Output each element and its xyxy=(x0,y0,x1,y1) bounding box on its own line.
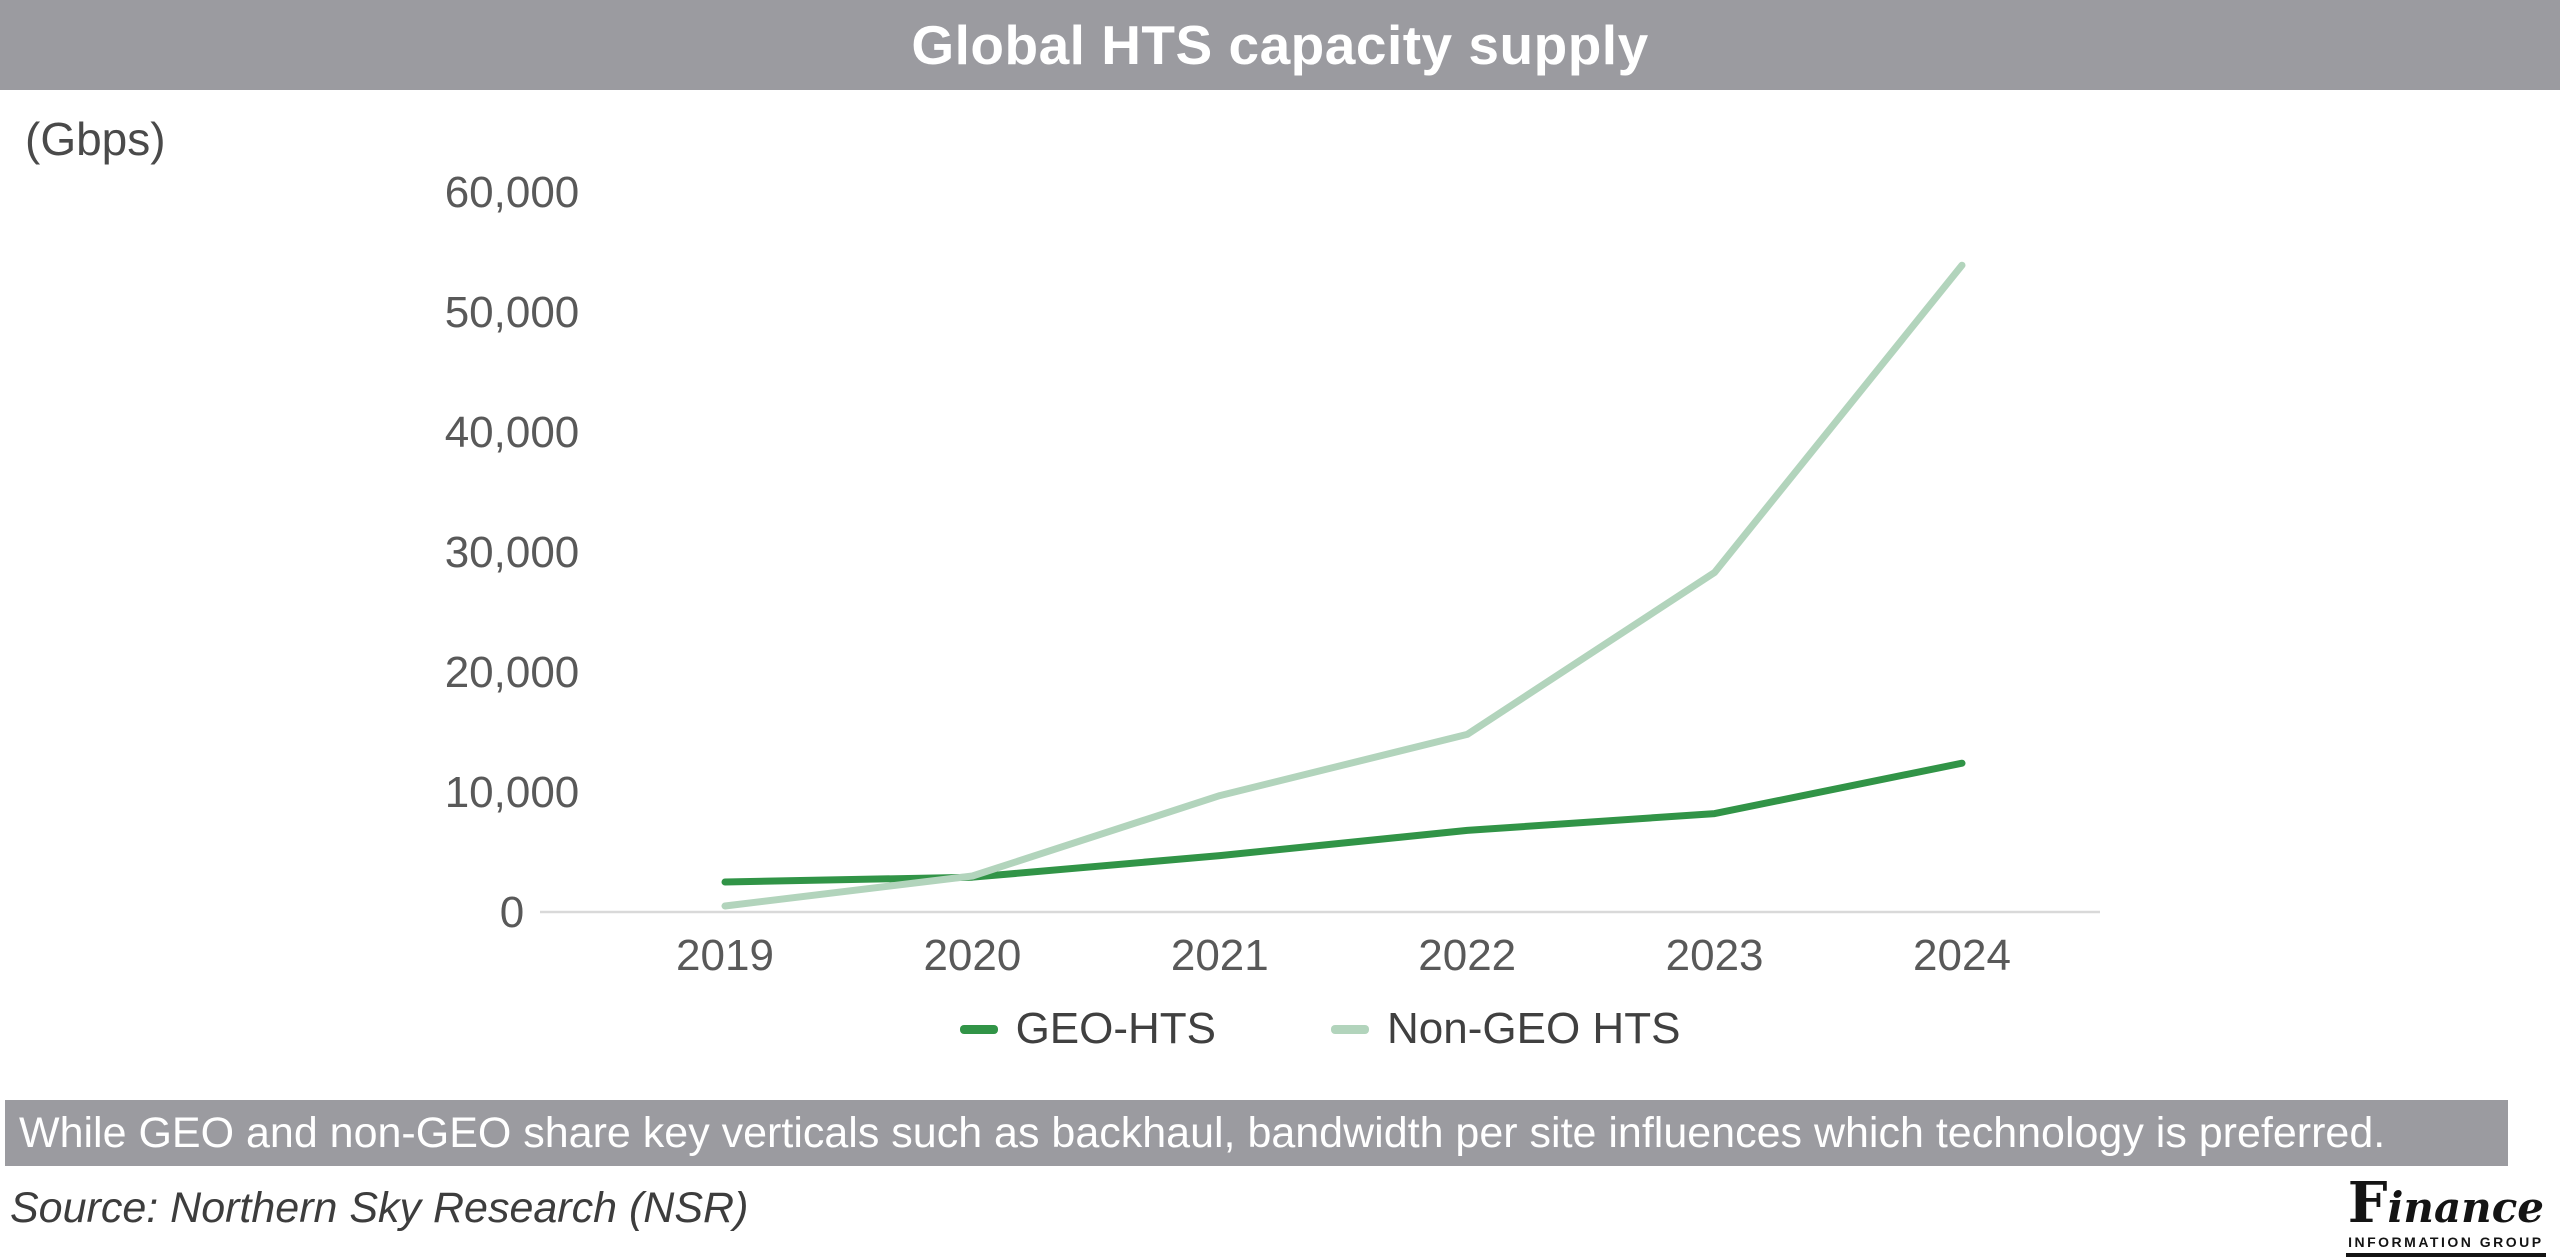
legend-label: Non-GEO HTS xyxy=(1387,1004,1681,1053)
title-bar: Global HTS capacity supply xyxy=(0,0,2560,90)
chart-title: Global HTS capacity supply xyxy=(911,14,1649,76)
finance-information-group-logo: Finance INFORMATION GROUP xyxy=(2345,1170,2546,1257)
x-axis-tick-label: 2023 xyxy=(1666,931,1764,980)
y-axis-tick-label: 0 xyxy=(500,888,524,937)
y-axis-tick-label: 60,000 xyxy=(445,168,580,217)
legend-item-non-geo-hts: Non-GEO HTS xyxy=(1331,1004,1680,1054)
x-axis-tick-label: 2020 xyxy=(923,931,1021,980)
legend-dash-icon xyxy=(959,1024,998,1034)
y-axis-tick-label: 50,000 xyxy=(445,288,580,337)
source-note: Source: Northern Sky Research (NSR) xyxy=(10,1184,749,1232)
geo-hts-line xyxy=(721,759,1966,886)
logo-subtitle: INFORMATION GROUP xyxy=(2348,1233,2544,1250)
legend-label: GEO-HTS xyxy=(1015,1004,1217,1053)
y-axis-tick-label: 30,000 xyxy=(445,528,580,577)
legend-item-geo-hts: GEO-HTS xyxy=(959,1004,1217,1054)
chart-legend: GEO-HTS Non-GEO HTS xyxy=(540,1000,2100,1058)
y-axis-tick-label: 10,000 xyxy=(445,768,580,817)
x-axis-tick-label: 2019 xyxy=(676,931,774,980)
non-geo-hts-line xyxy=(721,261,1966,910)
legend-dash-icon xyxy=(1331,1024,1370,1034)
callout-banner: While GEO and non-GEO share key vertical… xyxy=(5,1100,2508,1166)
x-axis-tick-label: 2022 xyxy=(1418,931,1516,980)
x-axis-tick-label: 2021 xyxy=(1171,931,1269,980)
y-axis-tick-label: 40,000 xyxy=(445,408,580,457)
y-axis-tick-label: 20,000 xyxy=(445,648,580,697)
x-axis-tick-label: 2024 xyxy=(1913,931,2011,980)
y-axis-unit-label: (Gbps) xyxy=(25,113,166,165)
logo-wordmark: Finance xyxy=(2347,1170,2544,1236)
